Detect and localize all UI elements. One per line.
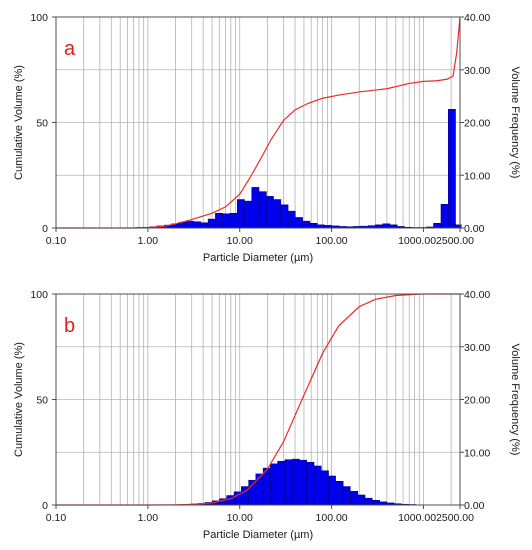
panel-a: a Particle Diameter (µm) Cumulative Volu… xyxy=(13,12,521,264)
x-tick-label: 1.00 xyxy=(138,235,159,247)
x-axis-title-a: Particle Diameter (µm) xyxy=(203,252,313,264)
frequency-bar xyxy=(200,222,209,229)
frequency-bar xyxy=(270,463,278,506)
frequency-bar xyxy=(306,462,315,506)
frequency-bar xyxy=(277,460,286,506)
frequency-bar xyxy=(321,470,329,506)
frequency-bar xyxy=(350,491,359,506)
y-right-tick-label: 30.00 xyxy=(464,342,490,354)
frequency-bar xyxy=(273,199,282,229)
y-left-tick-label: 100 xyxy=(30,12,48,24)
x-tick-label: 0.10 xyxy=(46,512,67,524)
y-right-tick-label: 20.00 xyxy=(464,118,490,130)
frequency-bar xyxy=(244,200,252,229)
x-tick-label: 1000.002500.00 xyxy=(398,235,474,247)
x-tick-label: 1000.002500.00 xyxy=(398,512,474,524)
y-left-tick-label: 0 xyxy=(42,223,48,235)
frequency-bar xyxy=(342,486,351,506)
x-tick-label: 10.00 xyxy=(227,235,253,247)
frequency-bar xyxy=(287,210,296,229)
x-tick-label: 100.00 xyxy=(316,235,348,247)
y-left-tick-label: 50 xyxy=(36,395,48,407)
x-tick-label: 1.00 xyxy=(138,512,159,524)
y-right-tick-label: 40.00 xyxy=(464,289,490,301)
y-right-tick-label: 10.00 xyxy=(464,170,490,182)
frequency-bar xyxy=(302,220,311,229)
frequency-bar xyxy=(448,109,456,229)
y-left-tick-label: 50 xyxy=(36,118,48,130)
y-right-tick-label: 10.00 xyxy=(464,447,490,459)
frequency-bar xyxy=(280,204,289,229)
y-right-tick-label: 20.00 xyxy=(464,395,490,407)
y-right-axis-title-b: Volume Frequency (%) xyxy=(509,344,521,456)
x-axis-title-b: Particle Diameter (µm) xyxy=(203,529,313,541)
y-right-axis-title-a: Volume Frequency (%) xyxy=(509,67,521,179)
frequency-bar xyxy=(193,221,202,229)
frequency-bar xyxy=(328,475,336,506)
frequency-bar xyxy=(284,459,293,506)
frequency-bar xyxy=(309,223,318,229)
y-left-axis-title-a: Cumulative Volume (%) xyxy=(13,65,25,180)
y-right-tick-label: 0.00 xyxy=(464,500,485,512)
frequency-bar xyxy=(440,204,449,229)
panel-label-b: b xyxy=(64,315,75,337)
frequency-bar xyxy=(237,199,245,229)
frequency-bar xyxy=(299,459,308,506)
frequency-bar xyxy=(382,223,391,229)
frequency-bar xyxy=(255,473,264,506)
frequency-bar xyxy=(222,213,231,229)
x-tick-label: 0.10 xyxy=(46,235,67,247)
y-right-tick-label: 0.00 xyxy=(464,223,485,235)
frequency-bar xyxy=(357,494,366,506)
frequency-bar xyxy=(186,220,194,229)
panel-b: b Particle Diameter (µm) Cumulative Volu… xyxy=(13,289,521,541)
frequency-bar xyxy=(258,191,267,229)
frequency-bar xyxy=(291,458,300,506)
frequency-bar xyxy=(215,212,223,229)
y-left-axis-title-b: Cumulative Volume (%) xyxy=(13,342,25,457)
panel-label-a: a xyxy=(64,38,76,60)
y-right-tick-label: 30.00 xyxy=(464,65,490,77)
y-right-tick-label: 40.00 xyxy=(464,12,490,24)
frequency-bar xyxy=(251,187,260,229)
frequency-bar xyxy=(364,497,373,506)
y-left-tick-label: 100 xyxy=(30,289,48,301)
frequency-bar xyxy=(266,196,274,229)
cumulative-curve xyxy=(56,16,461,229)
grid xyxy=(55,293,460,506)
frequency-bar xyxy=(335,481,344,506)
cumulative-curve xyxy=(56,293,460,506)
x-tick-label: 100.00 xyxy=(316,512,348,524)
y-left-tick-label: 0 xyxy=(42,500,48,512)
frequency-bar xyxy=(262,467,271,506)
frequency-bar xyxy=(229,212,238,229)
x-tick-label: 10.00 xyxy=(227,512,253,524)
frequency-bar xyxy=(295,217,303,229)
frequency-bar xyxy=(433,223,442,229)
frequency-bar xyxy=(372,500,380,506)
frequency-bar xyxy=(207,218,216,229)
frequency-bar xyxy=(313,465,322,506)
